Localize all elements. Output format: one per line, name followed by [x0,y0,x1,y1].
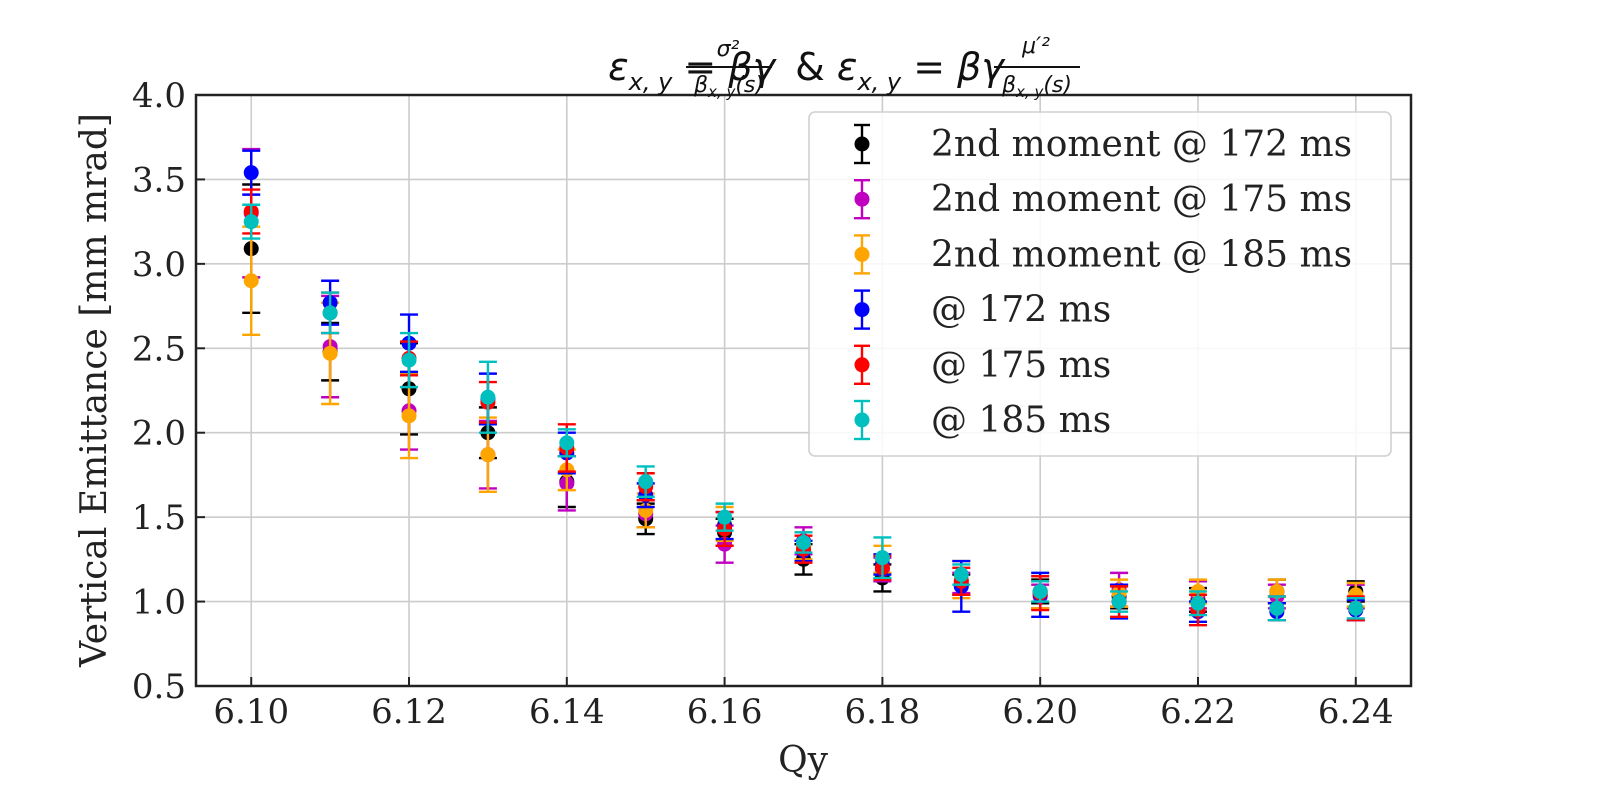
legend: 2nd moment @ 172 ms 2nd moment @ 175 ms 2n… [808,111,1392,457]
data-point [559,435,575,451]
legend-label: @ 172 ms [931,290,1111,331]
series-6 [242,203,1365,622]
y-tick-label: 1.0 [132,583,186,623]
legend-box [808,111,1392,457]
legend-label: @ 185 ms [931,400,1111,441]
data-point [401,352,417,368]
data-point [874,550,890,566]
plot-frame [194,93,1413,688]
data-point [322,305,338,321]
data-point [1348,600,1364,616]
data-marks [242,147,1365,627]
legend-marker [854,412,870,428]
data-point [480,389,496,405]
axis-ticks: 6.10 6.12 6.14 6.16 6.18 6.20 6.22 6.24 0.5 1.0 1.… [132,76,1394,732]
data-point [717,509,733,525]
chart-title: εx, y = βγ​ & εx, y = βγ [608,45,1006,96]
x-tick-label: 6.14 [529,692,605,732]
legend-marker [854,357,870,373]
data-point [1269,600,1285,616]
title-fraction2-numerator: μ′² [1021,34,1050,59]
x-tick-label: 6.10 [213,692,289,732]
data-point [1190,595,1206,611]
data-point [953,567,969,583]
y-tick-label: 2.5 [132,329,186,369]
data-point [401,408,417,424]
legend-marker [854,136,870,152]
data-point [796,534,811,550]
legend-marker [854,302,870,318]
title-fraction1-denominator: βx, y(s) [693,73,764,101]
x-tick-label: 6.16 [687,692,763,732]
title-fraction2-denominator: βx, y(s) [1001,73,1072,101]
data-point [1032,583,1048,599]
legend-label: @ 175 ms [931,345,1111,386]
legend-marker [854,191,870,207]
data-point [1111,594,1127,610]
x-tick-label: 6.20 [1002,692,1078,732]
y-tick-label: 1.5 [132,498,186,538]
y-tick-label: 4.0 [132,76,186,116]
legend-label: 2nd moment @ 172 ms [931,124,1352,165]
x-tick-label: 6.22 [1160,692,1236,732]
data-point [243,214,259,230]
legend-label: 2nd moment @ 185 ms [931,234,1352,275]
x-tick-label: 6.18 [845,692,921,732]
y-tick-label: 2.0 [132,414,186,454]
data-point [243,273,259,289]
y-tick-label: 3.0 [132,245,186,285]
x-tick-label: 6.12 [371,692,447,732]
data-point [243,165,259,181]
legend-marker [854,246,870,262]
x-axis-label: Qy [778,740,829,781]
data-point [1269,583,1285,599]
data-point [480,447,496,463]
data-point [638,474,654,490]
legend-label: 2nd moment @ 175 ms [931,179,1352,220]
y-tick-label: 3.5 [132,160,186,200]
y-tick-label: 0.5 [132,667,186,707]
y-axis-label: Vertical Emittance [mm mrad] [74,113,115,668]
x-tick-label: 6.24 [1318,692,1394,732]
data-point [322,345,338,361]
title-fraction1-numerator: σ² [717,37,740,62]
